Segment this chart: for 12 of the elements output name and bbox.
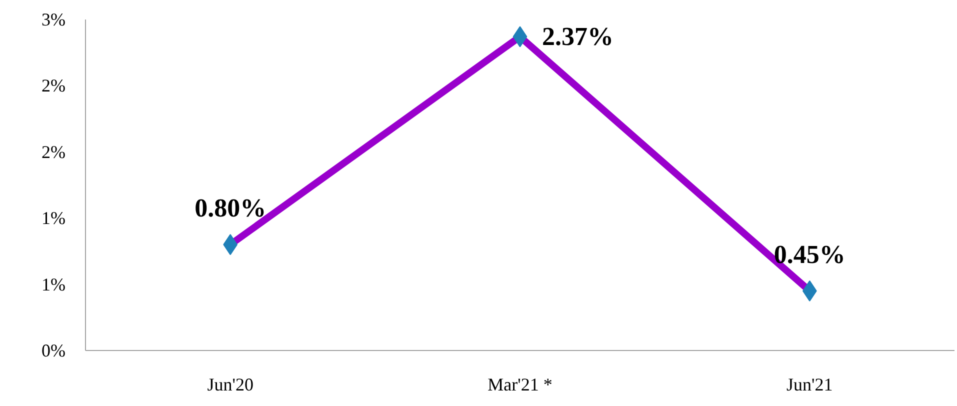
x-tick-label: Jun'21: [786, 374, 833, 394]
y-tick-label: 3%: [42, 10, 66, 30]
data-label: 2.37%: [542, 22, 614, 52]
data-label: 0.45%: [774, 240, 846, 269]
y-tick-label: 2%: [42, 142, 66, 162]
x-tick-label: Jun'20: [207, 374, 254, 394]
y-tick-label: 1%: [42, 274, 66, 294]
data-label: 0.80%: [194, 194, 266, 223]
x-tick-label: Mar'21 *: [488, 374, 552, 394]
y-tick-label: 2%: [42, 76, 66, 96]
y-tick-label: 1%: [42, 208, 66, 228]
y-tick-label: 0%: [42, 340, 66, 360]
